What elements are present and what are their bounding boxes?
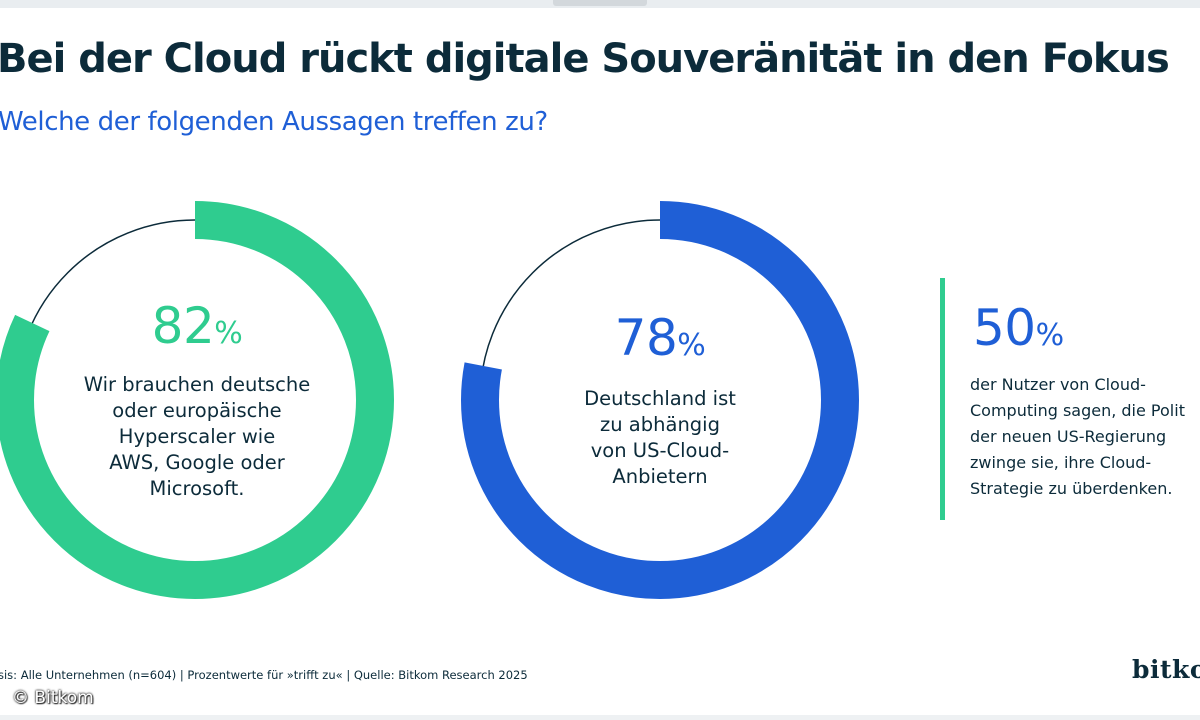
description-line: von US-Cloud- bbox=[590, 439, 730, 462]
stat-dependency-unit: % bbox=[677, 328, 706, 363]
description-line: Anbietern bbox=[612, 465, 708, 488]
bitkom-logo: bitko bbox=[1132, 655, 1200, 684]
donut-1-value-ring bbox=[0, 201, 394, 599]
description-line: Deutschland ist bbox=[584, 387, 736, 410]
donut-2 bbox=[461, 201, 859, 599]
stat-dependency-number: 78 bbox=[614, 309, 678, 367]
description-line: der neuen US-Regierung bbox=[970, 427, 1167, 446]
stat-strategy-unit: % bbox=[1035, 318, 1065, 353]
bottom-edge bbox=[0, 715, 1200, 720]
chart-subtitle: Welche der folgenden Aussagen treffen zu… bbox=[0, 107, 548, 137]
description-line: AWS, Google oder bbox=[109, 451, 285, 474]
window-top-bar bbox=[0, 0, 1200, 8]
stat-hyperscaler-description: Wir brauchen deutsche oder europäische H… bbox=[52, 372, 342, 502]
copyright-watermark: © Bitkom bbox=[12, 688, 94, 708]
top-handle[interactable] bbox=[553, 0, 647, 6]
description-line: Microsoft. bbox=[149, 477, 245, 500]
stat-strategy-accent-bar bbox=[940, 278, 945, 520]
donut-1 bbox=[0, 201, 394, 599]
description-line: Strategie zu überdenken. bbox=[970, 479, 1173, 498]
description-line: oder europäische bbox=[112, 399, 282, 422]
description-line: Hyperscaler wie bbox=[118, 425, 276, 448]
stat-hyperscaler: 82% Wir brauchen deutsche oder europäisc… bbox=[52, 298, 342, 502]
donut-2-value-ring bbox=[461, 201, 859, 599]
stat-dependency-value: 78% bbox=[535, 310, 785, 374]
description-line: Computing sagen, die Polit bbox=[970, 401, 1185, 420]
stat-dependency-description: Deutschland ist zu abhängig von US-Cloud… bbox=[535, 386, 785, 490]
stat-strategy-description: der Nutzer von Cloud- Computing sagen, d… bbox=[970, 372, 1200, 502]
stat-dependency: 78% Deutschland ist zu abhängig von US-C… bbox=[535, 310, 785, 490]
chart-title: Bei der Cloud rückt digitale Souveränitä… bbox=[0, 36, 1170, 82]
stat-strategy-box: 50% der Nutzer von Cloud- Computing sage… bbox=[940, 278, 1200, 520]
stat-strategy-number: 50 bbox=[973, 299, 1036, 357]
description-line: zu abhängig bbox=[600, 413, 720, 436]
stat-hyperscaler-unit: % bbox=[214, 316, 243, 351]
description-line: zwinge sie, ihre Cloud- bbox=[970, 453, 1152, 472]
source-footnote: sis: Alle Unternehmen (n=604) | Prozentw… bbox=[0, 668, 528, 682]
stat-hyperscaler-number: 82 bbox=[151, 297, 215, 355]
description-line: der Nutzer von Cloud- bbox=[970, 375, 1146, 394]
stat-hyperscaler-value: 82% bbox=[52, 298, 342, 362]
stat-strategy-value: 50% bbox=[973, 300, 1064, 364]
description-line: Wir brauchen deutsche bbox=[83, 373, 311, 396]
